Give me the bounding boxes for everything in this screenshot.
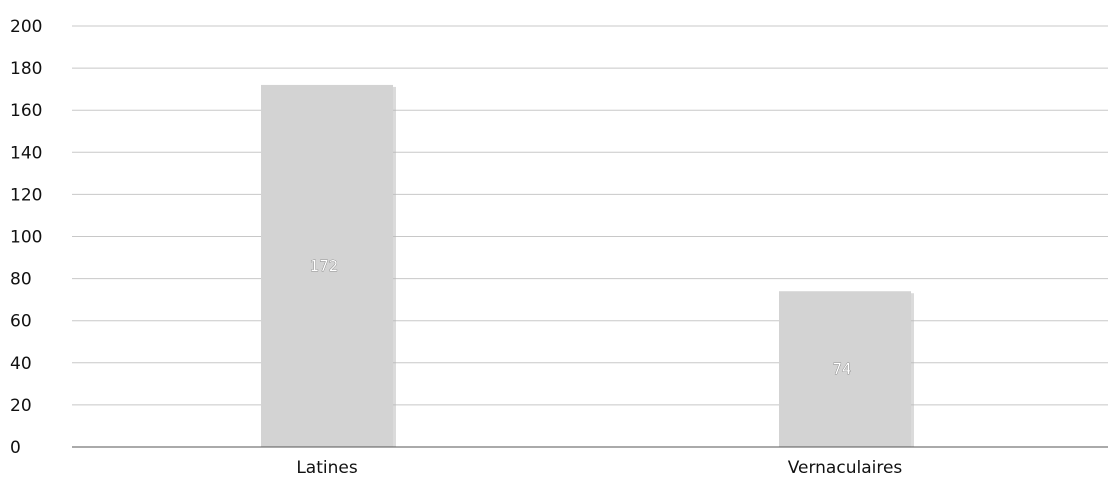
y-axis-tick-labels: 0 20 40 60 80 100 120 140 160 180 200 xyxy=(10,17,42,458)
bars xyxy=(261,84,914,447)
bar-vernaculaires xyxy=(779,291,911,447)
bar-data-labels: 172 74 xyxy=(309,257,851,379)
y-tick-label: 0 xyxy=(10,438,21,458)
y-tick-label: 200 xyxy=(10,17,42,37)
x-category-label: Latines xyxy=(296,458,358,477)
y-tick-label: 40 xyxy=(10,354,32,374)
y-tick-label: 120 xyxy=(10,185,42,205)
x-axis-category-labels: Latines Vernaculaires xyxy=(296,458,902,477)
y-tick-label: 180 xyxy=(10,59,42,79)
y-tick-label: 80 xyxy=(10,270,32,290)
y-tick-label: 100 xyxy=(10,228,42,248)
bar-data-label: 74 xyxy=(832,360,851,378)
y-tick-label: 160 xyxy=(10,101,42,121)
x-category-label: Vernaculaires xyxy=(788,458,903,477)
bar-data-label: 172 xyxy=(310,257,339,275)
bar-latines xyxy=(261,84,393,447)
y-tick-label: 60 xyxy=(10,312,32,332)
y-tick-label: 20 xyxy=(10,396,32,416)
grid-lines xyxy=(72,25,1108,406)
y-tick-label: 140 xyxy=(10,143,42,163)
